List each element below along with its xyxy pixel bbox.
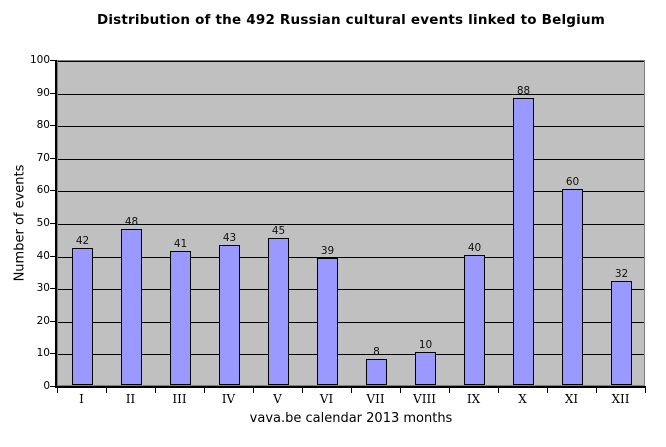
x-tick-mark	[596, 388, 597, 393]
y-tick-label: 100	[29, 54, 50, 66]
x-category-label: IX	[466, 392, 481, 406]
bar	[366, 359, 387, 385]
bar	[513, 98, 534, 385]
bar-value-label: 42	[75, 235, 90, 247]
x-category-label: VII	[366, 392, 385, 406]
plot-area: 42 48 41 43 45 39 8 10 40 88 60 32	[57, 60, 645, 386]
x-axis-line	[55, 386, 646, 388]
bar-value-label: 48	[124, 216, 139, 228]
y-tick-label: 90	[36, 86, 50, 99]
x-tick-mark	[498, 388, 499, 393]
x-axis-title: vava.be calendar 2013 months	[249, 411, 453, 426]
bar	[121, 229, 142, 385]
bar-value-label: 41	[173, 238, 188, 250]
y-tick-label: 30	[36, 282, 50, 295]
bar	[317, 258, 338, 385]
gridline	[58, 61, 644, 62]
x-tick-mark	[253, 388, 254, 393]
y-tick-mark	[50, 60, 55, 61]
bar	[562, 189, 583, 385]
y-tick-label: 80	[36, 119, 50, 132]
y-tick-mark	[50, 157, 55, 159]
bar-value-label: 8	[373, 346, 380, 358]
x-tick-mark	[57, 388, 58, 393]
x-category-label: VIII	[413, 392, 436, 406]
bar-value-label: 10	[418, 339, 433, 351]
bar	[268, 238, 289, 385]
bar-value-label: 45	[271, 225, 286, 237]
x-tick-mark	[106, 388, 107, 393]
gridline	[58, 191, 644, 193]
bar-value-label: 88	[516, 85, 531, 97]
y-tick-label: 0	[43, 380, 50, 392]
y-tick-label: 60	[36, 184, 50, 197]
gridline	[58, 256, 644, 258]
x-tick-mark	[645, 388, 646, 393]
bar-value-label: 39	[320, 245, 335, 257]
y-tick-mark	[50, 353, 55, 355]
x-tick-mark	[449, 388, 450, 393]
gridline	[58, 354, 644, 356]
x-tick-mark	[400, 388, 401, 393]
bar	[219, 245, 240, 385]
x-category-label: V	[273, 392, 282, 406]
y-axis-line	[55, 60, 57, 388]
bar	[415, 352, 436, 385]
bar-value-label: 40	[467, 242, 482, 254]
x-tick-mark	[351, 388, 352, 393]
y-tick-mark	[50, 255, 55, 257]
gridline	[58, 224, 644, 225]
y-tick-mark	[50, 288, 55, 290]
y-tick-mark	[50, 223, 55, 224]
y-tick-mark	[50, 190, 55, 192]
x-category-label: XI	[564, 392, 579, 406]
x-tick-mark	[547, 388, 548, 393]
x-tick-mark	[302, 388, 303, 393]
y-tick-label: 10	[36, 347, 50, 360]
bar-value-label: 60	[565, 176, 580, 188]
bar	[464, 255, 485, 385]
y-tick-mark	[50, 386, 55, 387]
gridline	[58, 321, 644, 323]
bar	[72, 248, 93, 385]
y-tick-label: 40	[36, 249, 50, 262]
x-category-label: III	[172, 392, 187, 406]
x-category-label: VI	[319, 392, 334, 406]
x-tick-mark	[155, 388, 156, 393]
y-tick-label: 20	[36, 314, 50, 327]
x-category-label: I	[79, 392, 84, 406]
y-tick-label: 70	[36, 151, 50, 164]
bar-value-label: 43	[222, 232, 237, 244]
gridline	[58, 289, 644, 291]
y-tick-mark	[50, 125, 55, 127]
x-tick-mark	[204, 388, 205, 393]
chart-title: Distribution of the 492 Russian cultural…	[96, 12, 606, 28]
y-tick-mark	[50, 92, 55, 94]
gridline	[58, 126, 644, 128]
bar	[611, 281, 632, 385]
gridline	[58, 93, 644, 95]
y-tick-label: 50	[36, 217, 50, 229]
x-category-label: XII	[611, 392, 630, 406]
y-tick-mark	[50, 320, 55, 322]
bar-value-label: 32	[614, 268, 629, 280]
x-category-label: X	[518, 392, 527, 406]
bar	[170, 251, 191, 385]
x-category-label: IV	[221, 392, 236, 406]
gridline	[58, 158, 644, 160]
x-category-label: II	[125, 392, 136, 406]
